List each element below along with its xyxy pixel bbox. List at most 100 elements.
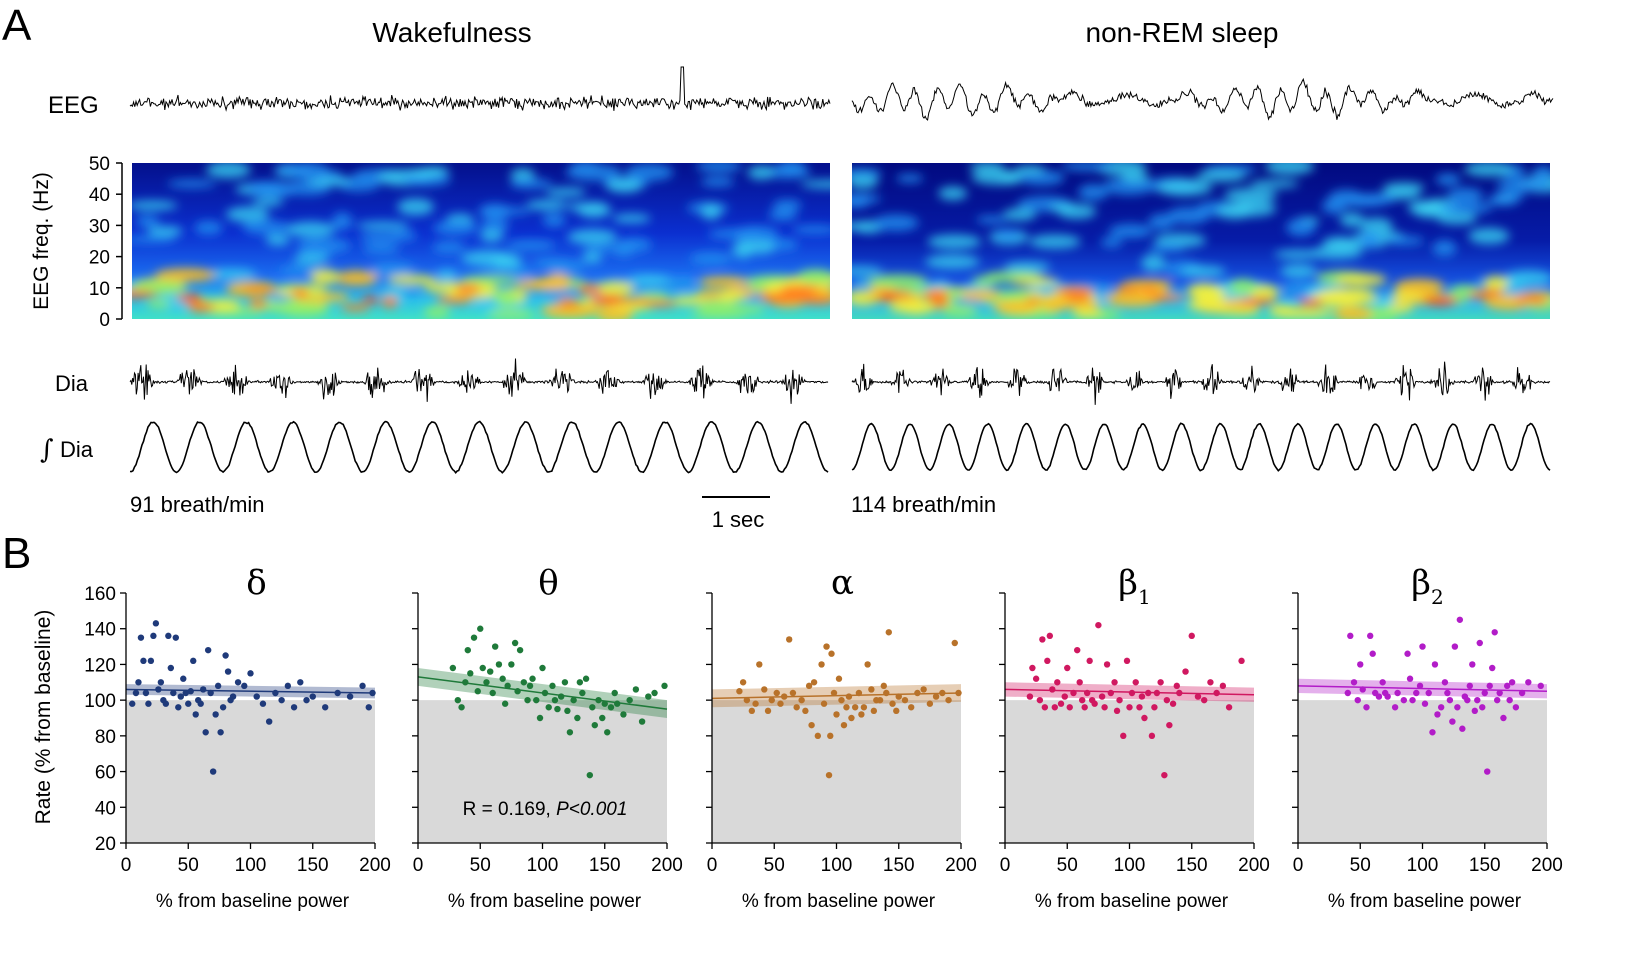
data-point [1491,629,1498,636]
y-tick-label: 80 [95,727,116,748]
y-tick-label: 20 [95,834,116,855]
data-point [290,704,298,711]
data-point [199,686,207,693]
data-point [1357,661,1364,668]
data-point [1036,696,1044,704]
integrated-dia-row-label: Dia [60,437,94,462]
data-point [566,729,574,736]
x-tick-label: 150 [883,855,915,876]
data-point [1111,679,1118,686]
x-tick-label: 100 [235,855,267,876]
data-point [1363,704,1370,711]
data-point [209,768,217,775]
data-point [467,670,474,677]
data-point [1425,689,1432,697]
data-point [589,704,596,711]
data-point [932,693,940,700]
data-point [1500,714,1507,722]
data-point [202,729,209,736]
data-point [840,721,848,729]
data-point [524,696,531,704]
spectrogram-tick-label: 30 [89,216,110,237]
data-point [137,634,145,641]
x-tick-label: 50 [470,855,491,876]
data-point [1046,632,1054,640]
data-point [309,693,316,700]
data-point [284,682,292,690]
data-point [192,711,199,718]
data-point [1039,636,1046,643]
dia-trace-wake [129,358,829,404]
data-point [1132,679,1139,686]
data-point [885,629,892,636]
data-point [1486,682,1493,690]
data-point [1489,664,1496,672]
data-point [129,700,136,707]
data-point [190,657,197,665]
data-point [736,688,743,695]
data-point [1508,679,1516,686]
x-tick-label: 50 [1350,855,1371,876]
data-point [1157,679,1164,686]
data-point [1153,689,1161,697]
data-point [545,704,552,711]
x-tick-label: 150 [297,855,329,876]
data-point [591,721,598,729]
data-point [768,696,775,704]
data-point [743,696,751,704]
data-point [1113,707,1121,715]
data-point [185,700,192,707]
data-point [1384,693,1391,700]
data-point [204,646,212,654]
data-point [197,700,204,707]
x-tick-label: 100 [1114,855,1146,876]
below-baseline-region [1005,700,1254,843]
data-point [177,693,184,700]
spectrogram-tick-label: 50 [89,154,110,175]
panel-title: β1 [1118,563,1150,609]
data-point [1076,679,1083,686]
data-point [458,704,465,711]
spectrogram-axis: 0 10 20 30 40 50 [89,154,123,331]
data-point [808,721,815,729]
data-point [222,652,229,659]
data-point [1481,689,1488,697]
y-tick-label: 140 [84,620,116,641]
x-tick-label: 0 [121,855,132,876]
data-point [827,732,834,740]
y-tick-label: 160 [84,584,116,605]
data-point [1419,643,1426,650]
data-point [1107,689,1115,697]
data-point [1188,632,1195,640]
data-point [586,771,594,779]
sleep-breath-rate: 114 breath/min [851,492,996,517]
data-point [1369,650,1376,657]
data-point [483,679,490,686]
data-point [1484,768,1491,775]
data-point [214,682,222,690]
data-point [1169,700,1177,707]
data-point [470,634,478,641]
x-tick-label: 100 [821,855,853,876]
data-point [487,668,494,675]
x-tick-label: 100 [1407,855,1439,876]
data-point [908,704,915,711]
data-point [1479,704,1486,711]
data-point [247,670,254,677]
data-point [1138,693,1146,700]
data-point [175,704,182,711]
panel-a-label: A [2,1,32,50]
x-tick-label: 150 [1176,855,1208,876]
data-point [1083,689,1091,697]
data-point [1503,682,1511,690]
data-point [620,711,627,718]
data-point [499,675,506,682]
data-point [516,646,524,654]
data-point [501,700,509,707]
data-point [1344,689,1352,697]
data-point [265,718,273,725]
data-point [781,693,788,700]
spectrogram-tick-label: 10 [89,279,110,300]
data-point [1413,689,1420,697]
data-point [1116,696,1123,704]
